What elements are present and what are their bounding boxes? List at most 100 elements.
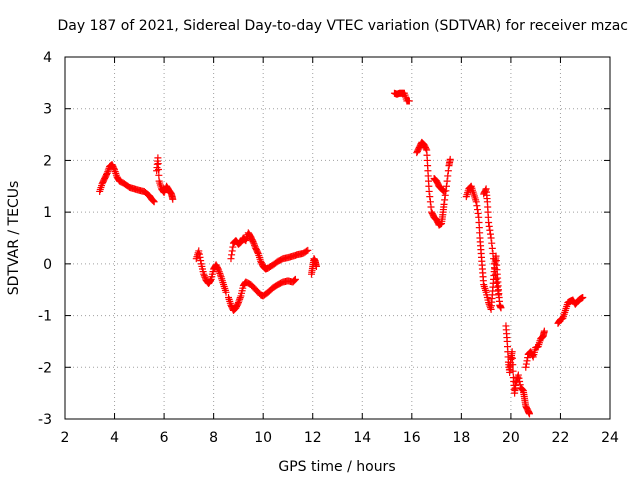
- data-point: [474, 209, 482, 217]
- data-point: [254, 248, 262, 256]
- data-point: [440, 187, 448, 195]
- data-point: [197, 257, 205, 265]
- grid: [65, 57, 610, 419]
- data-points: [96, 89, 587, 418]
- data-point: [227, 255, 235, 263]
- x-tick-label: 16: [403, 430, 421, 446]
- data-point: [195, 247, 203, 255]
- data-point: [514, 371, 522, 379]
- data-point: [110, 164, 118, 172]
- x-tick-label: 2: [61, 430, 70, 446]
- y-tick-label: -3: [38, 412, 52, 428]
- data-point: [488, 244, 496, 252]
- data-point: [522, 360, 530, 368]
- x-tick-label: 12: [304, 430, 322, 446]
- data-point: [508, 354, 516, 362]
- data-point: [516, 381, 524, 389]
- data-point: [304, 246, 312, 254]
- data-point: [104, 166, 112, 174]
- x-tick-label: 18: [452, 430, 470, 446]
- data-point: [215, 268, 223, 276]
- data-point: [441, 191, 449, 199]
- data-point: [485, 218, 493, 226]
- x-axis-label: GPS time / hours: [278, 459, 395, 475]
- x-tick-label: 22: [552, 430, 570, 446]
- chart-title: Day 187 of 2021, Sidereal Day-to-day VTE…: [58, 18, 628, 34]
- data-point: [495, 291, 503, 299]
- data-point: [485, 222, 493, 230]
- data-point: [490, 260, 498, 268]
- data-point: [524, 354, 532, 362]
- data-point: [473, 202, 481, 210]
- data-point: [196, 253, 204, 261]
- data-point: [492, 275, 500, 283]
- data-point: [441, 196, 449, 204]
- data-point: [491, 270, 499, 278]
- data-point: [214, 265, 222, 273]
- data-point: [235, 297, 243, 305]
- data-point: [509, 361, 517, 369]
- data-point: [508, 348, 516, 356]
- data-point: [522, 363, 530, 371]
- data-point: [493, 279, 501, 287]
- data-point: [426, 193, 434, 201]
- data-point: [405, 97, 413, 105]
- data-point: [487, 234, 495, 242]
- data-point: [443, 177, 451, 185]
- data-point: [149, 197, 157, 205]
- y-tick-label: 3: [43, 102, 52, 118]
- data-point: [236, 294, 244, 302]
- data-point: [207, 276, 215, 284]
- data-point: [427, 203, 435, 211]
- data-point: [444, 167, 452, 175]
- data-point: [518, 385, 526, 393]
- x-tick-label: 14: [353, 430, 371, 446]
- data-point: [488, 239, 496, 247]
- data-point: [234, 299, 242, 307]
- x-axis-ticks: 2 4 6 8 10 12 14 16 18 20 22 24: [61, 57, 619, 446]
- data-point: [446, 155, 454, 163]
- data-point: [303, 247, 311, 255]
- data-point: [201, 273, 209, 281]
- data-point: [472, 198, 480, 206]
- data-point: [169, 195, 177, 203]
- data-point: [215, 266, 223, 274]
- data-point: [251, 241, 259, 249]
- data-point: [444, 172, 452, 180]
- data-point: [150, 198, 158, 206]
- data-point: [291, 275, 299, 283]
- data-point: [228, 251, 236, 259]
- data-point: [102, 171, 110, 179]
- data-point: [489, 250, 497, 258]
- x-tick-label: 24: [601, 430, 619, 446]
- data-point: [439, 186, 447, 194]
- data-point: [229, 243, 237, 251]
- data-point: [515, 374, 523, 382]
- data-point: [103, 169, 111, 177]
- data-point: [216, 269, 224, 277]
- data-point: [540, 327, 548, 335]
- data-point: [439, 187, 447, 195]
- plot-frame: [64, 56, 611, 420]
- data-point: [234, 300, 242, 308]
- data-point: [291, 276, 299, 284]
- y-tick-label: 0: [43, 257, 52, 273]
- y-axis-ticks: -3 -2 -1 0 1 2 3 4: [38, 50, 610, 428]
- data-point: [509, 367, 517, 375]
- data-point: [473, 206, 481, 214]
- data-point: [312, 262, 320, 270]
- data-point: [250, 240, 258, 248]
- x-tick-label: 20: [502, 430, 520, 446]
- y-tick-label: -2: [38, 360, 52, 376]
- x-tick-label: 6: [160, 430, 169, 446]
- data-point: [494, 287, 502, 295]
- data-point: [497, 304, 505, 312]
- data-point: [493, 283, 501, 291]
- y-tick-label: -1: [38, 309, 52, 325]
- data-point: [486, 230, 494, 238]
- data-point: [104, 168, 112, 176]
- data-point: [579, 293, 587, 301]
- y-tick-label: 2: [43, 153, 52, 169]
- data-point: [523, 357, 531, 365]
